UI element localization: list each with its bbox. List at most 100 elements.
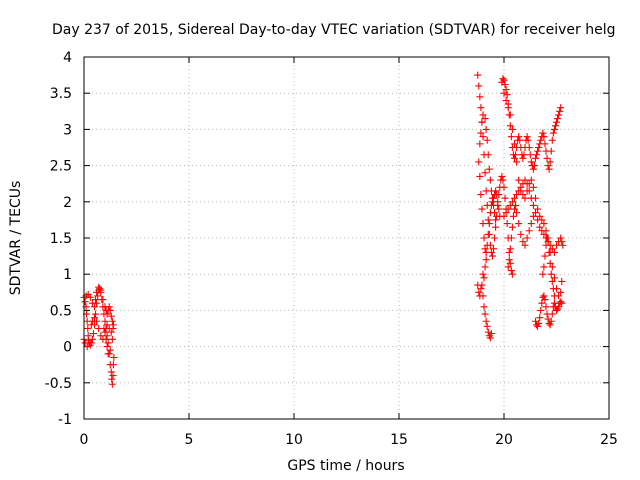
data-point [502, 86, 510, 94]
data-point [540, 230, 548, 238]
data-point [107, 328, 115, 336]
data-point [93, 288, 101, 296]
data-point [512, 151, 520, 159]
data-point [527, 194, 535, 202]
data-point [483, 136, 491, 144]
data-point [97, 286, 105, 294]
data-point [534, 216, 542, 224]
data-point [557, 104, 565, 112]
data-point [541, 252, 549, 260]
data-point [507, 267, 515, 275]
data-point [498, 172, 506, 180]
data-point [504, 205, 512, 213]
data-point [548, 245, 556, 253]
data-point [88, 299, 96, 307]
x-tick-label: 10 [285, 432, 303, 448]
data-point [539, 129, 547, 137]
data-point [534, 322, 542, 330]
data-point [483, 322, 491, 330]
data-point [557, 288, 565, 296]
data-point [477, 129, 485, 137]
data-point [503, 220, 511, 228]
data-point [536, 314, 544, 322]
data-point [542, 241, 550, 249]
x-tick-label: 5 [185, 432, 194, 448]
data-point [101, 328, 109, 336]
data-point [476, 93, 484, 101]
data-point [515, 133, 523, 141]
data-point [103, 321, 111, 329]
data-point [556, 107, 564, 115]
y-tick-label: 0 [63, 340, 72, 356]
data-point [519, 238, 527, 246]
data-point [105, 303, 113, 311]
data-point [534, 147, 542, 155]
data-point [548, 263, 556, 271]
data-point [553, 241, 560, 249]
data-point [513, 209, 521, 217]
data-point [482, 248, 490, 256]
data-point [103, 332, 111, 340]
data-point [102, 335, 110, 343]
data-point [558, 238, 566, 246]
data-point [486, 176, 494, 184]
data-point [101, 317, 109, 325]
data-point [103, 310, 111, 318]
data-point [504, 104, 512, 112]
data-point [492, 216, 500, 224]
data-point [525, 227, 533, 235]
data-point [502, 209, 510, 217]
data-point [527, 158, 535, 166]
data-point [556, 299, 564, 307]
data-point [555, 303, 563, 311]
data-point [508, 125, 516, 133]
data-point [523, 133, 531, 141]
data-point [103, 343, 111, 351]
data-point [483, 241, 491, 249]
data-series-sdtvar [80, 71, 567, 388]
data-point [509, 212, 517, 220]
data-point [480, 234, 488, 242]
data-point [110, 353, 118, 361]
y-tick-label: 3.5 [50, 86, 72, 102]
data-point [506, 245, 514, 253]
data-point [491, 209, 499, 217]
data-point [545, 248, 553, 256]
data-point [541, 296, 549, 304]
data-point [506, 111, 514, 119]
data-point [547, 270, 555, 278]
data-point [500, 89, 508, 97]
data-point [529, 201, 537, 209]
data-point [106, 346, 114, 354]
data-point [524, 136, 532, 144]
data-point [109, 321, 117, 329]
data-point [81, 298, 89, 306]
x-tick-label: 0 [80, 432, 89, 448]
data-point [538, 227, 546, 235]
data-point [481, 169, 489, 177]
data-point [106, 306, 114, 314]
data-point [529, 183, 537, 191]
data-point [508, 270, 516, 278]
data-point [87, 321, 95, 329]
y-tick-label: 1 [63, 267, 72, 283]
data-point [104, 350, 112, 358]
y-axis-label: SDTVAR / TECUs [8, 181, 24, 296]
data-point [550, 125, 558, 133]
data-point [546, 259, 554, 267]
data-point [91, 314, 98, 322]
plot-frame [83, 56, 610, 420]
data-point [508, 198, 516, 206]
data-point [88, 317, 96, 325]
data-point [521, 194, 529, 202]
data-point [550, 274, 558, 282]
data-point [99, 296, 107, 304]
data-point [484, 230, 492, 238]
data-point [505, 248, 513, 256]
data-point [535, 144, 543, 151]
data-point [540, 133, 548, 141]
data-point [547, 317, 555, 325]
data-point [479, 270, 487, 278]
data-point [527, 220, 535, 228]
data-point [532, 154, 539, 162]
